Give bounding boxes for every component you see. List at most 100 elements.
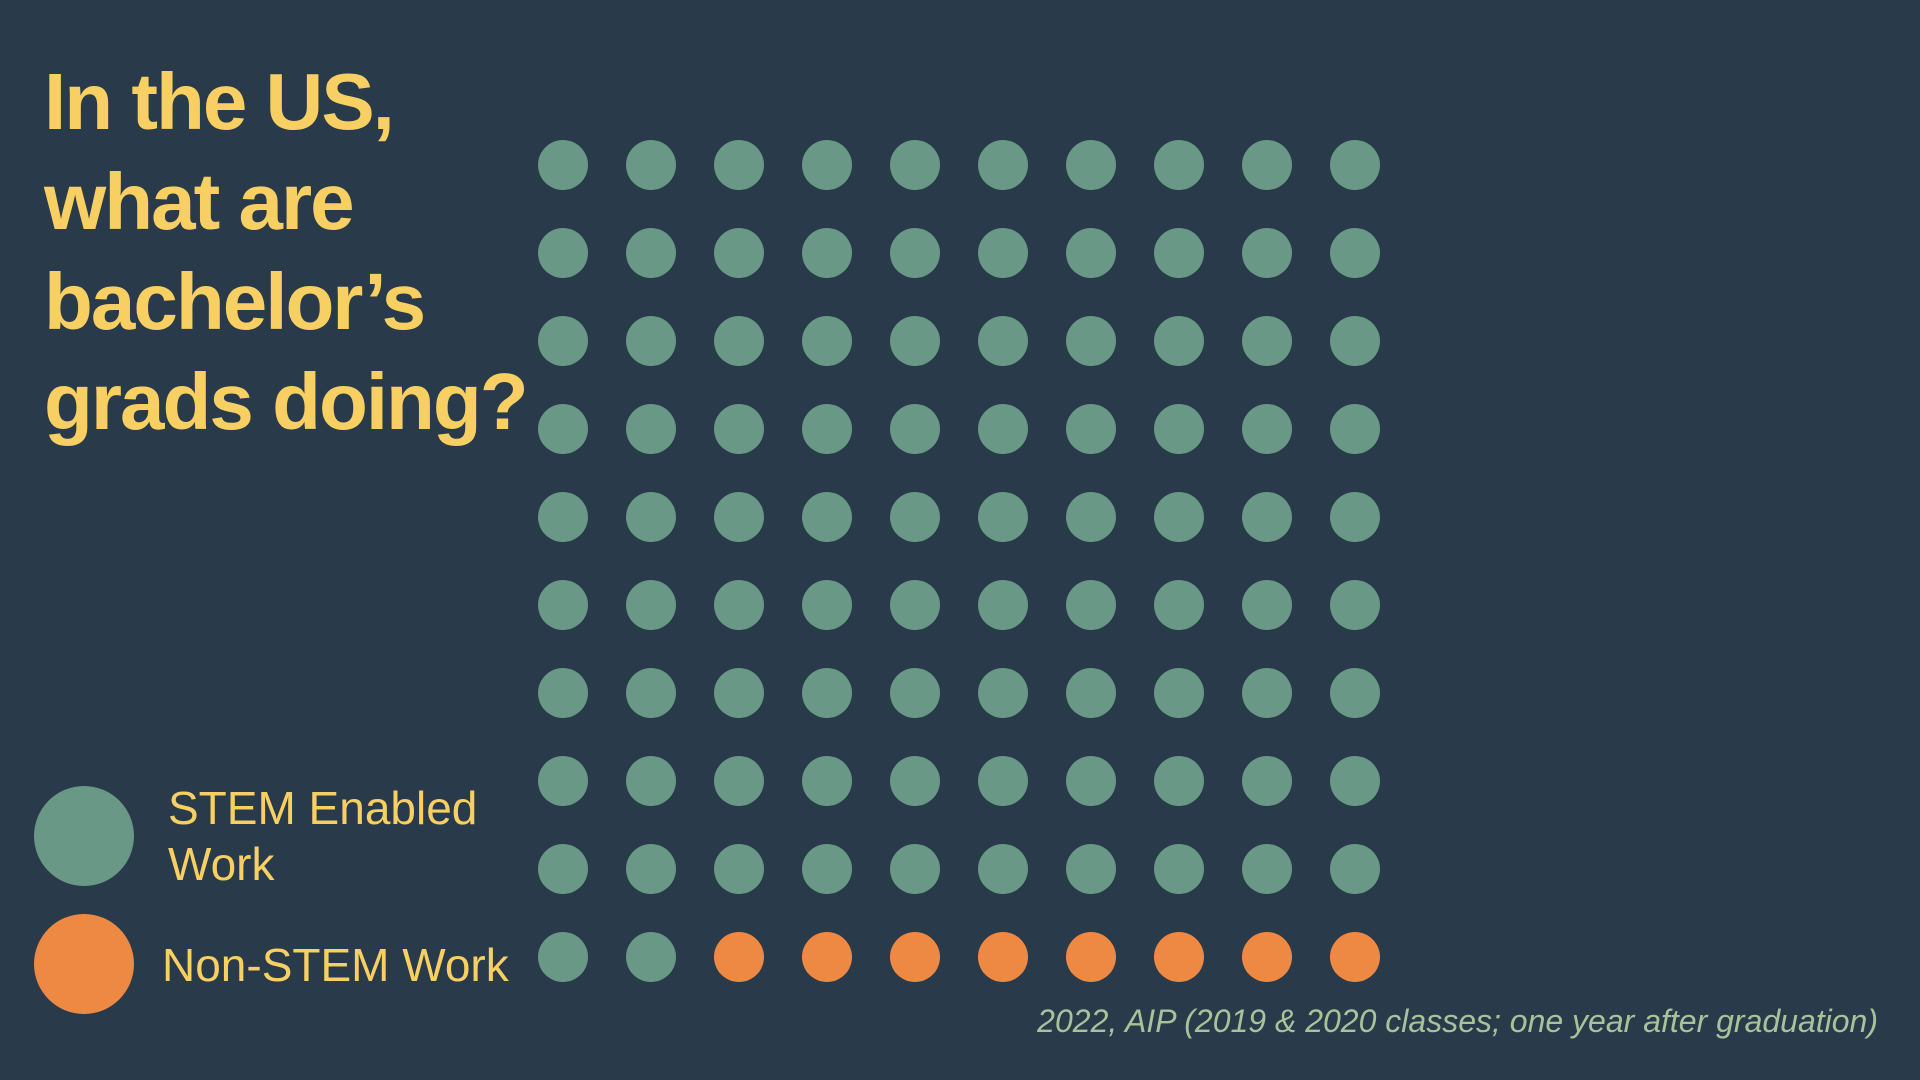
waffle-dot-stem (978, 140, 1028, 190)
waffle-dot-stem (1154, 228, 1204, 278)
waffle-dot-stem (626, 404, 676, 454)
waffle-dot-stem (1242, 580, 1292, 630)
waffle-dot-stem (714, 492, 764, 542)
waffle-dot-stem (626, 316, 676, 366)
waffle-dot-stem (626, 932, 676, 982)
waffle-dot-stem (978, 492, 1028, 542)
waffle-dot-stem (1066, 668, 1116, 718)
waffle-dot-stem (1154, 580, 1204, 630)
waffle-dot-stem (890, 228, 940, 278)
waffle-dot-stem (538, 316, 588, 366)
legend-swatch-non-stem (34, 914, 134, 1014)
waffle-dot-stem (802, 844, 852, 894)
waffle-dot-stem (802, 756, 852, 806)
waffle-dot-stem (538, 580, 588, 630)
waffle-dot-stem (714, 404, 764, 454)
waffle-dot-stem (1066, 228, 1116, 278)
waffle-dot-stem (1330, 140, 1380, 190)
waffle-dot-stem (1330, 492, 1380, 542)
waffle-dot-stem (714, 844, 764, 894)
waffle-dot-stem (1154, 492, 1204, 542)
legend-label-non-stem-line: Non-STEM Work (162, 939, 509, 991)
waffle-dot-stem (890, 404, 940, 454)
legend-label-stem-line: STEM Enabled (168, 782, 478, 834)
waffle-dot-stem (1066, 844, 1116, 894)
waffle-dot-stem (978, 228, 1028, 278)
waffle-dot-stem (1242, 668, 1292, 718)
chart-title: In the US, what are bachelor’s grads doi… (44, 52, 564, 452)
waffle-dot-stem (538, 404, 588, 454)
source-note: 2022, AIP (2019 & 2020 classes; one year… (1037, 1003, 1878, 1039)
waffle-dot-stem (978, 404, 1028, 454)
waffle-dot-non-stem (714, 932, 764, 982)
waffle-dot-stem (626, 756, 676, 806)
waffle-dot-stem (802, 668, 852, 718)
waffle-dot-stem (978, 844, 1028, 894)
waffle-dot-stem (1242, 228, 1292, 278)
waffle-dot-stem (1154, 756, 1204, 806)
waffle-dot-stem (626, 668, 676, 718)
waffle-dot-stem (538, 756, 588, 806)
waffle-dot-stem (978, 668, 1028, 718)
waffle-dot-stem (978, 316, 1028, 366)
waffle-dot-stem (538, 844, 588, 894)
waffle-dot-stem (714, 756, 764, 806)
waffle-dot-stem (1066, 492, 1116, 542)
legend-label-stem-line: Work (168, 838, 275, 890)
title-line: grads doing? (44, 357, 529, 446)
waffle-dot-non-stem (1330, 932, 1380, 982)
waffle-dot-stem (1242, 404, 1292, 454)
waffle-dot-non-stem (978, 932, 1028, 982)
waffle-dot-stem (890, 316, 940, 366)
waffle-dot-stem (802, 140, 852, 190)
waffle-dot-stem (1154, 140, 1204, 190)
waffle-dot-stem (538, 932, 588, 982)
waffle-dot-stem (802, 316, 852, 366)
waffle-dot-stem (890, 756, 940, 806)
waffle-dot-stem (978, 756, 1028, 806)
legend-label-stem: STEM Enabled Work (168, 780, 477, 892)
waffle-dot-stem (1330, 756, 1380, 806)
waffle-dot-stem (802, 492, 852, 542)
waffle-dot-stem (1242, 316, 1292, 366)
waffle-dot-non-stem (1066, 932, 1116, 982)
waffle-dot-stem (978, 580, 1028, 630)
waffle-dot-stem (1066, 316, 1116, 366)
waffle-dot-stem (1330, 668, 1380, 718)
waffle-dot-stem (1242, 756, 1292, 806)
waffle-dot-non-stem (1154, 932, 1204, 982)
waffle-dot-stem (890, 580, 940, 630)
waffle-dot-stem (714, 668, 764, 718)
waffle-dot-stem (538, 228, 588, 278)
waffle-dot-stem (714, 316, 764, 366)
waffle-dot-stem (890, 668, 940, 718)
waffle-dot-stem (538, 140, 588, 190)
waffle-dot-stem (626, 492, 676, 542)
waffle-dot-stem (1154, 316, 1204, 366)
waffle-dot-stem (802, 228, 852, 278)
waffle-dot-stem (1066, 580, 1116, 630)
waffle-dot-stem (1154, 844, 1204, 894)
waffle-dot-stem (714, 580, 764, 630)
legend-label-non-stem: Non-STEM Work (162, 937, 509, 993)
waffle-dot-stem (714, 228, 764, 278)
waffle-dot-stem (1154, 668, 1204, 718)
waffle-dot-stem (890, 492, 940, 542)
waffle-dot-stem (1330, 404, 1380, 454)
waffle-dot-stem (538, 668, 588, 718)
waffle-dot-stem (1066, 140, 1116, 190)
waffle-dot-stem (802, 580, 852, 630)
title-line: what are (44, 157, 355, 246)
waffle-dot-stem (1242, 492, 1292, 542)
waffle-dot-stem (714, 140, 764, 190)
waffle-dot-stem (626, 580, 676, 630)
waffle-dot-stem (626, 844, 676, 894)
waffle-dot-stem (802, 404, 852, 454)
waffle-dot-stem (1066, 756, 1116, 806)
waffle-dot-stem (1330, 844, 1380, 894)
title-line: In the US, (44, 57, 395, 146)
waffle-dot-stem (626, 140, 676, 190)
waffle-dot-non-stem (802, 932, 852, 982)
waffle-dot-stem (890, 140, 940, 190)
